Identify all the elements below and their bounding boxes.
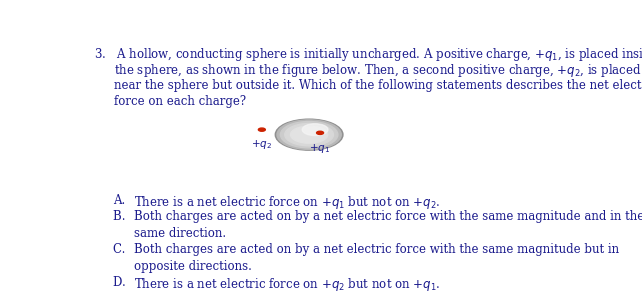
Text: $+q_1$: $+q_1$	[309, 141, 331, 155]
Circle shape	[281, 121, 338, 148]
Text: A.: A.	[112, 194, 132, 207]
Circle shape	[291, 126, 327, 143]
Circle shape	[285, 123, 333, 146]
Circle shape	[258, 128, 265, 131]
Circle shape	[277, 120, 342, 149]
Text: the sphere, as shown in the figure below. Then, a second positive charge, $+q_2$: the sphere, as shown in the figure below…	[114, 62, 642, 79]
Circle shape	[317, 131, 324, 134]
Text: opposite directions.: opposite directions.	[134, 260, 252, 273]
Text: 3.   A hollow, conducting sphere is initially uncharged. A positive charge, $+q_: 3. A hollow, conducting sphere is initia…	[94, 46, 642, 63]
Text: Both charges are acted on by a net electric force with the same magnitude and in: Both charges are acted on by a net elect…	[134, 210, 642, 223]
Text: There is a net electric force on $+q_1$ but not on $+q_2$.: There is a net electric force on $+q_1$ …	[134, 194, 440, 211]
Text: There is a net electric force on $+q_2$ but not on $+q_1$.: There is a net electric force on $+q_2$ …	[134, 276, 440, 293]
Text: D.: D.	[112, 276, 133, 289]
Text: $+q_2$: $+q_2$	[251, 138, 272, 151]
Text: B.: B.	[112, 210, 133, 223]
Text: C.: C.	[112, 243, 132, 256]
Text: Both charges are acted on by a net electric force with the same magnitude but in: Both charges are acted on by a net elect…	[134, 243, 619, 256]
Circle shape	[275, 119, 343, 150]
Text: force on each charge?: force on each charge?	[114, 95, 247, 108]
Circle shape	[302, 124, 328, 136]
Text: near the sphere but outside it. Which of the following statements describes the : near the sphere but outside it. Which of…	[114, 79, 642, 91]
Text: same direction.: same direction.	[134, 227, 226, 240]
